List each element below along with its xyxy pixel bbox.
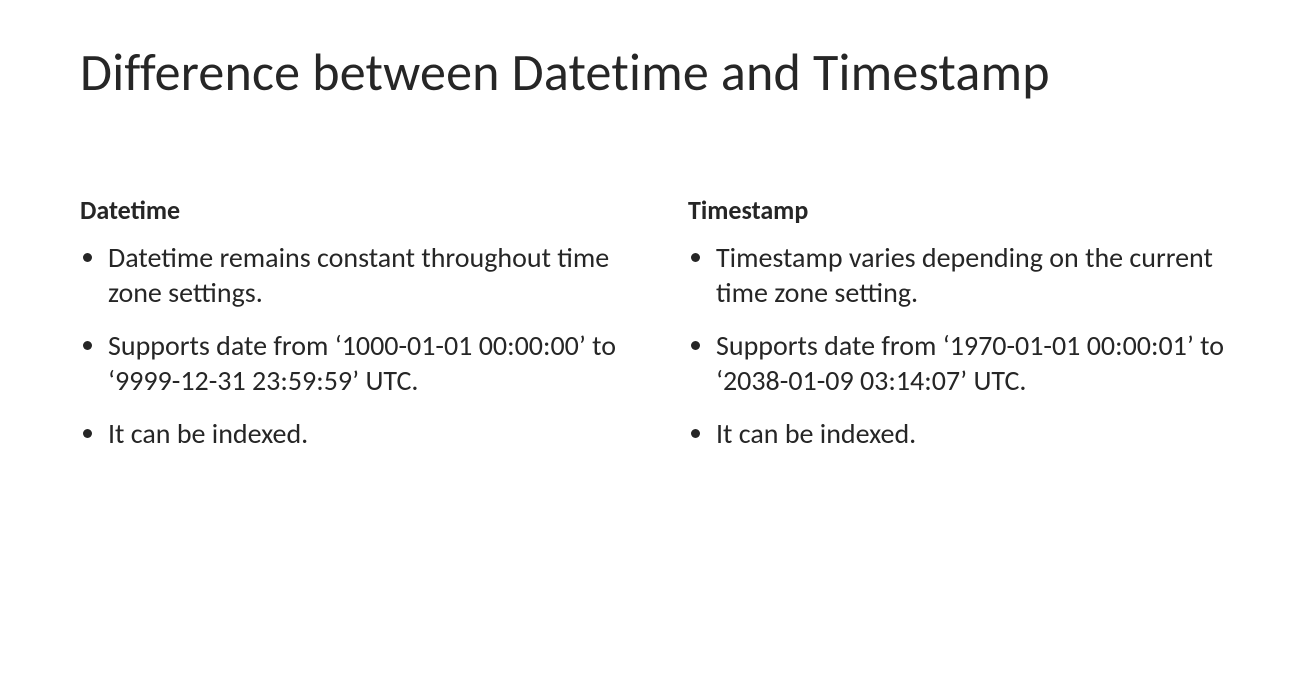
list-item: It can be indexed. bbox=[108, 416, 628, 451]
column-timestamp: Timestamp Timestamp varies depending on … bbox=[688, 194, 1236, 469]
list-item: Supports date from ‘1000-01-01 00:00:00’… bbox=[108, 328, 628, 398]
comparison-columns: Datetime Datetime remains constant throu… bbox=[80, 194, 1236, 469]
list-item: Supports date from ‘1970-01-01 00:00:01’… bbox=[716, 328, 1236, 398]
list-item: It can be indexed. bbox=[716, 416, 1236, 451]
slide-content: Difference between Datetime and Timestam… bbox=[0, 0, 1316, 680]
column-heading-timestamp: Timestamp bbox=[688, 194, 1236, 226]
bullet-list-timestamp: Timestamp varies depending on the curren… bbox=[688, 240, 1236, 451]
column-datetime: Datetime Datetime remains constant throu… bbox=[80, 194, 628, 469]
list-item: Timestamp varies depending on the curren… bbox=[716, 240, 1236, 310]
bullet-list-datetime: Datetime remains constant throughout tim… bbox=[80, 240, 628, 451]
column-heading-datetime: Datetime bbox=[80, 194, 628, 226]
list-item: Datetime remains constant throughout tim… bbox=[108, 240, 628, 310]
slide-title: Difference between Datetime and Timestam… bbox=[80, 40, 1236, 104]
